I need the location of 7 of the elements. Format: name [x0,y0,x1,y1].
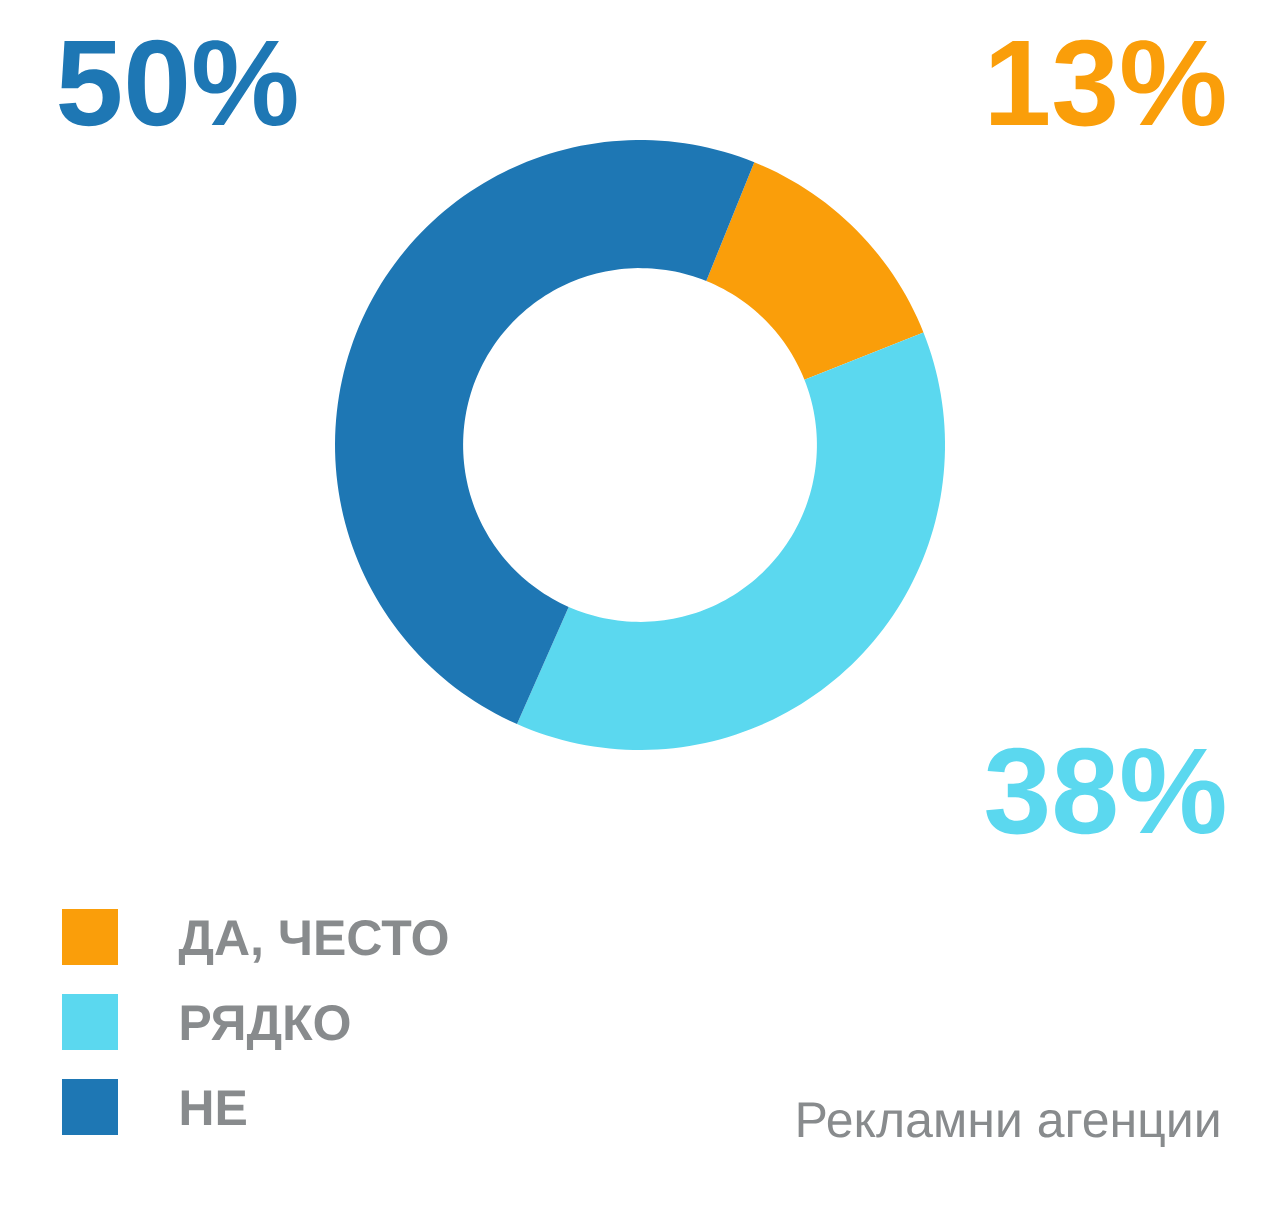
data-label: 38% [986,747,1225,835]
legend-label: НЕ [181,1090,246,1126]
legend-label: ДА, ЧЕСТО [178,920,448,965]
legend-label: РЯДКО [181,1005,350,1050]
text: Рекламни агенции [798,1102,1219,1147]
data-label: 13% [991,39,1225,127]
data-label: 50% [59,39,297,127]
